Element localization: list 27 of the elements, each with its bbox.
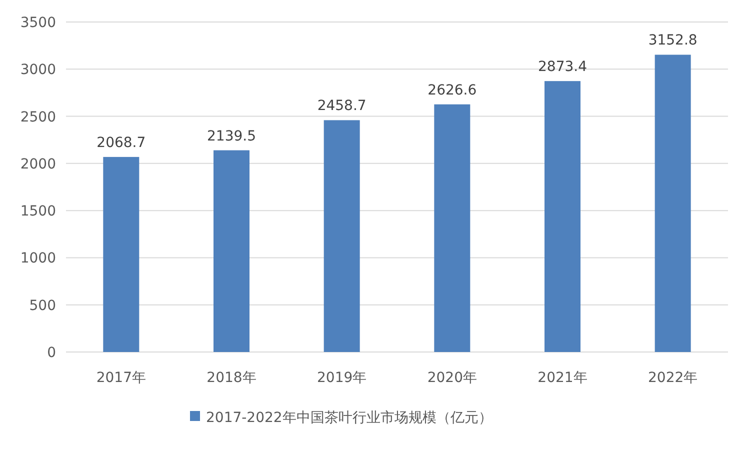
data-label: 3152.8 (648, 32, 698, 49)
x-tick-label: 2021年 (538, 370, 588, 386)
y-tick-label: 3000 (20, 62, 56, 78)
bar (324, 120, 360, 352)
x-tick-label: 2019年 (317, 370, 367, 386)
x-tick-label: 2020年 (427, 370, 477, 386)
data-label: 2458.7 (317, 98, 366, 114)
y-tick-label: 2000 (20, 156, 56, 172)
bar (654, 54, 691, 352)
data-label: 2068.7 (96, 134, 146, 151)
x-tick-label: 2022年 (648, 370, 698, 386)
bar (434, 104, 470, 352)
y-tick-label: 1000 (20, 250, 56, 267)
bar (214, 150, 250, 352)
data-label: 2626.6 (428, 82, 477, 98)
legend-label: 2017-2022年中国茶叶行业市场规模（亿元） (206, 410, 492, 426)
y-tick-label: 2500 (20, 109, 56, 126)
data-label: 2139.5 (207, 128, 256, 144)
y-tick-label: 1500 (20, 204, 56, 220)
bar (103, 156, 140, 352)
y-tick-label: 500 (29, 298, 56, 314)
bar (544, 81, 580, 352)
y-tick-label: 3500 (20, 15, 56, 31)
x-tick-label: 2018年 (206, 370, 256, 386)
x-tick-label: 2017年 (96, 370, 146, 386)
y-tick-label: 0 (47, 345, 56, 361)
data-label: 2873.4 (538, 59, 588, 76)
